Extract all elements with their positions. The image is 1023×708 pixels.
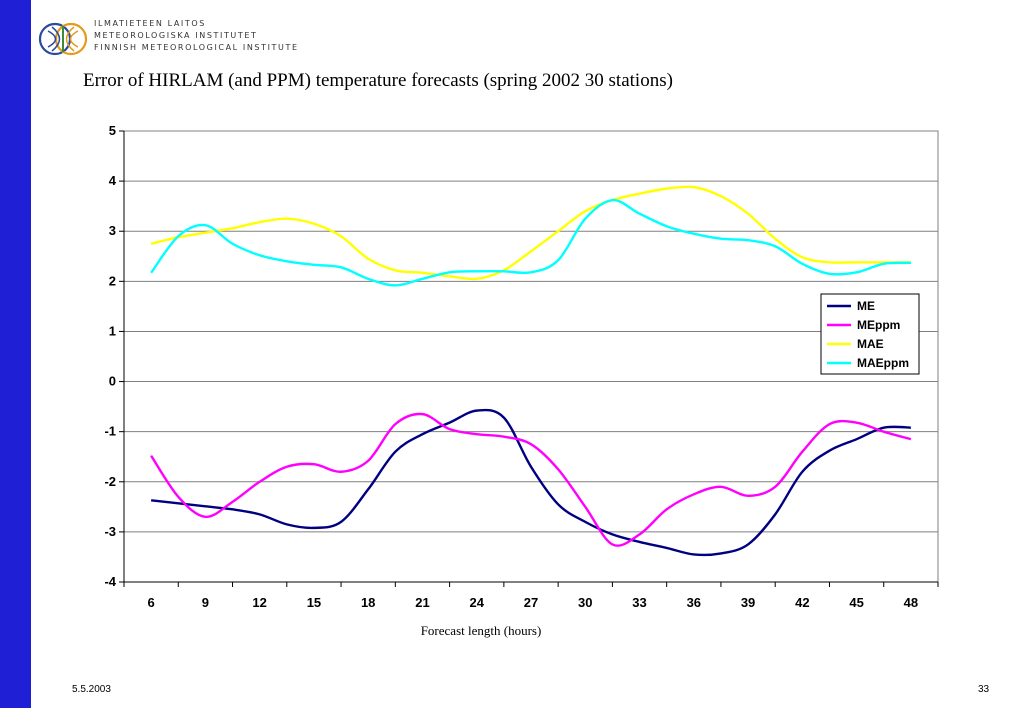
y-tick-label: -1 — [104, 424, 116, 439]
y-tick-label: 1 — [109, 323, 116, 338]
y-tick-label: 3 — [109, 223, 116, 238]
x-tick-label: 33 — [632, 595, 646, 610]
x-tick-label: 12 — [252, 595, 266, 610]
x-tick-label: 21 — [415, 595, 429, 610]
y-tick-label: 0 — [109, 374, 116, 389]
y-tick-label: -2 — [104, 474, 116, 489]
x-tick-label: 30 — [578, 595, 592, 610]
legend-entry: MAEppm — [857, 356, 909, 370]
org-name-sv: METEOROLOGISKA INSTITUTET — [94, 31, 258, 40]
x-tick-label: 48 — [904, 595, 918, 610]
x-tick-label: 15 — [307, 595, 321, 610]
x-tick-label: 45 — [849, 595, 863, 610]
series-line-meppm — [150, 412, 912, 547]
series-line-me — [151, 408, 911, 557]
legend-entry: MAE — [857, 337, 884, 351]
org-name: ILMATIETEEN LAITOS METEOROLOGISKA INSTIT… — [94, 18, 299, 54]
x-tick-label: 42 — [795, 595, 809, 610]
y-tick-label: -3 — [104, 524, 116, 539]
series-line-mae — [150, 185, 911, 281]
x-axis-title: Forecast length (hours) — [421, 623, 542, 638]
x-tick-label: 39 — [741, 595, 755, 610]
page-number: 33 — [978, 684, 990, 695]
y-tick-label: -4 — [104, 574, 116, 589]
footer-date: 5.5.2003 — [72, 684, 111, 695]
fmi-logo-icon — [38, 22, 88, 56]
y-tick-label: 2 — [109, 273, 116, 288]
org-name-fi: ILMATIETEEN LAITOS — [94, 19, 206, 28]
x-tick-label: 9 — [202, 595, 209, 610]
legend-entry: ME — [857, 299, 875, 313]
left-accent-bar — [0, 0, 31, 708]
plot-border — [123, 130, 939, 583]
legend-entry: MEppm — [857, 318, 900, 332]
x-tick-label: 27 — [524, 595, 538, 610]
x-tick-label: 6 — [148, 595, 155, 610]
org-name-en: FINNISH METEOROLOGICAL INSTITUTE — [94, 43, 299, 52]
x-tick-label: 24 — [469, 595, 484, 610]
x-tick-label: 36 — [687, 595, 701, 610]
y-tick-label: 5 — [109, 123, 116, 138]
x-tick-label: 18 — [361, 595, 375, 610]
legend-box — [820, 293, 920, 375]
y-tick-label: 4 — [109, 173, 117, 188]
chart-title: Error of HIRLAM (and PPM) temperature fo… — [83, 70, 673, 91]
series-line-maeppm — [150, 198, 911, 287]
